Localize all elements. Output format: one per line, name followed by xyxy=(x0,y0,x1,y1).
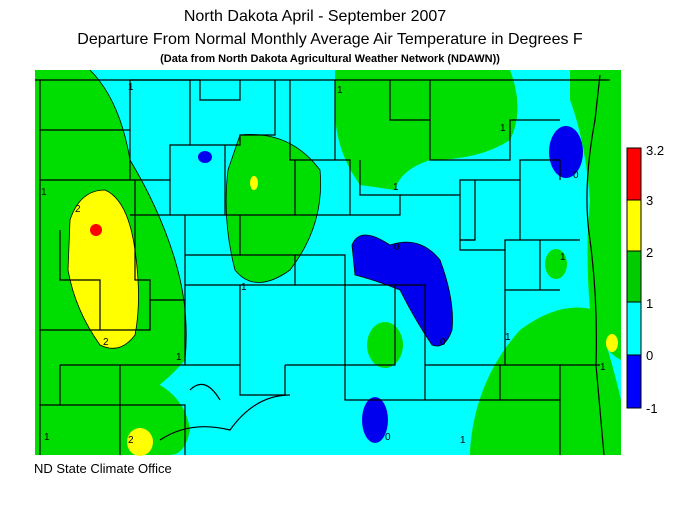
legend-tick-2: 2 xyxy=(646,245,654,260)
contour-label-1: 1 xyxy=(44,432,50,443)
contour-label-1: 1 xyxy=(176,352,182,363)
region-central-blue xyxy=(352,235,453,346)
region-tiny-green-east xyxy=(593,184,601,192)
county-boundaries xyxy=(35,74,610,456)
region-west-yellow xyxy=(68,190,139,349)
region-south-blue xyxy=(362,397,388,443)
map-title: North Dakota April - September 2007 xyxy=(183,8,447,25)
region-small-blue-north xyxy=(198,151,212,163)
legend-band-green xyxy=(626,250,642,303)
region-small-green-east xyxy=(545,249,567,279)
legend-tick-minus-1: -1 xyxy=(646,401,658,416)
legend-band-cyan xyxy=(626,301,642,356)
contour-label-2: 2 xyxy=(103,337,109,348)
contour-label-1: 1 xyxy=(560,252,566,263)
contour-label-1: 1 xyxy=(600,362,606,373)
region-small-yellow-east xyxy=(606,334,618,352)
contour-label-1: 1 xyxy=(128,82,134,93)
contour-label-0: 0 xyxy=(394,242,400,253)
contour-label-1: 1 xyxy=(505,332,511,343)
region-northeast-blue xyxy=(549,126,583,178)
contour-label-1: 1 xyxy=(337,85,343,96)
contour-label-1: 1 xyxy=(241,282,247,293)
contour-label-1: 1 xyxy=(500,123,506,134)
legend-color-bar xyxy=(626,147,642,409)
contour-label-1: 1 xyxy=(393,182,399,193)
contour-label-group: 1 1 2 2 1 1 2 1 1 1 1 0 0 0 0 1 1 1 1 xyxy=(41,82,606,446)
contour-label-0: 0 xyxy=(385,432,391,443)
region-northeast-green xyxy=(335,70,518,190)
region-west-red xyxy=(90,224,102,236)
contour-label-2: 2 xyxy=(128,435,134,446)
credit-text: ND State Climate Office xyxy=(34,461,172,476)
region-small-yellow-central xyxy=(250,176,258,190)
legend-tick-3-2: 3.2 xyxy=(646,143,665,158)
legend-tick-3: 3 xyxy=(646,193,654,208)
legend-band-blue xyxy=(626,354,642,409)
data-source-note: (Data from North Dakota Agricultural Wea… xyxy=(160,53,500,65)
region-small-yellow-southwest xyxy=(127,428,153,456)
legend-band-red xyxy=(626,147,642,201)
contour-lines xyxy=(67,69,453,361)
contour-label-1: 1 xyxy=(41,187,47,198)
region-small-green-center xyxy=(367,322,403,368)
legend-tick-1: 1 xyxy=(646,296,654,311)
contour-label-2: 2 xyxy=(75,204,81,215)
legend-tick-0: 0 xyxy=(646,348,654,363)
legend-band-yellow xyxy=(626,199,642,252)
contour-label-1: 1 xyxy=(460,435,466,446)
contour-label-0: 0 xyxy=(573,170,579,181)
region-central-green xyxy=(226,134,321,283)
region-southeast-green xyxy=(470,307,621,455)
contour-label-0: 0 xyxy=(440,337,446,348)
map-subtitle: Departure From Normal Monthly Average Ai… xyxy=(77,31,583,48)
region-east-green xyxy=(570,70,621,360)
